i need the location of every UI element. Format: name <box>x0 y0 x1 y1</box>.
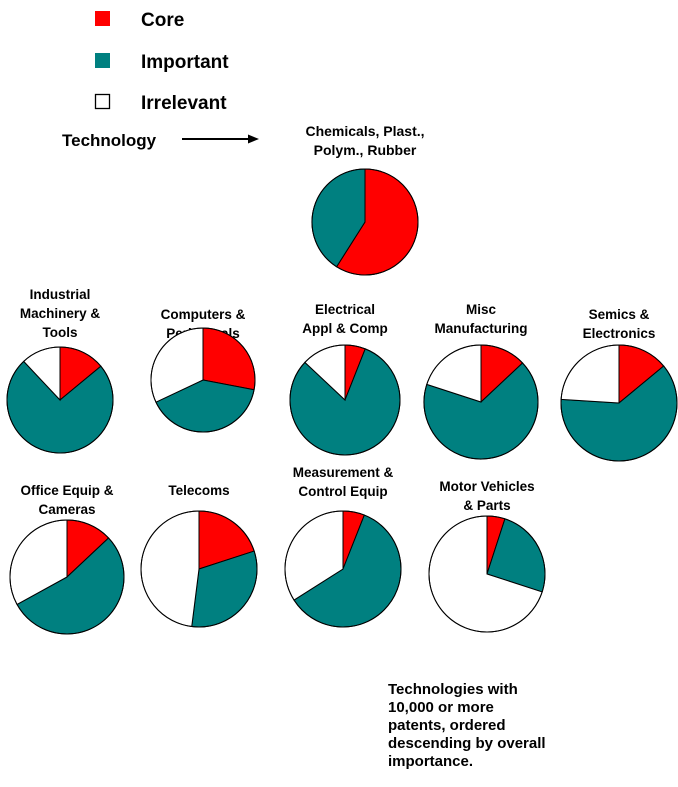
legend-swatch-important <box>95 53 110 68</box>
pie-title-line: Misc <box>466 302 497 317</box>
pie-outline <box>6 346 114 454</box>
pie-outline <box>423 344 539 460</box>
legend-label-irrelevant: Irrelevant <box>141 93 227 114</box>
pie-title-line: Electronics <box>583 326 656 341</box>
pie-title-line: Cameras <box>38 502 95 517</box>
pie-outline <box>560 344 678 462</box>
technology-arrow-head <box>248 134 259 144</box>
pie-outline <box>9 519 125 635</box>
pie-5: Misc Manufacturing <box>423 302 539 460</box>
pie-outline <box>284 510 402 628</box>
pie-title-line: & Parts <box>463 498 510 513</box>
pie-title-line: Electrical <box>315 302 375 317</box>
technology-label: Technology <box>62 131 157 150</box>
pie-10: Motor Vehicles & Parts <box>428 479 546 633</box>
pie-title-line: Appl & Comp <box>302 321 388 336</box>
pie-4: Electrical Appl & Comp <box>289 302 401 456</box>
legend: Core Important Irrelevant <box>94 10 229 114</box>
pie-3: Computers &Peripherals <box>150 307 256 433</box>
pie-slice-core <box>202 327 256 391</box>
legend-label-important: Important <box>141 52 229 73</box>
pie-8: Telecoms <box>140 483 258 628</box>
pie-slice-irrelevant <box>560 344 620 404</box>
pie-title-line: Motor Vehicles <box>439 479 534 494</box>
pie-7: Office Equip & Cameras <box>9 483 125 635</box>
pie-outline <box>289 344 401 456</box>
pie-2: Industrial Machinery & Tools <box>6 287 114 454</box>
footnote-line-3: patents, ordered <box>388 717 506 734</box>
pie-outline <box>140 510 258 628</box>
pie-6: Semics & Electronics <box>560 307 678 462</box>
footnote: Technologies with 10,000 or more patents… <box>388 681 546 770</box>
technology-annotation: Technology <box>62 131 259 150</box>
legend-item-irrelevant: Irrelevant <box>94 93 227 114</box>
pie-outline <box>150 327 256 433</box>
pie-slice-irrelevant <box>140 510 200 628</box>
pie-title-line: Machinery & <box>20 306 101 321</box>
pie-title-line: Office Equip & <box>20 483 113 498</box>
pie-title-line: Computers & <box>161 307 246 322</box>
legend-swatch-irrelevant <box>94 93 111 110</box>
footnote-line-4: descending by overall <box>388 735 546 752</box>
pie-outline <box>428 515 546 633</box>
legend-item-core: Core <box>95 10 184 31</box>
legend-swatch-core <box>95 11 110 26</box>
pie-title-line: Semics & <box>589 307 650 322</box>
pies-group: Chemicals, Plast., Polym., Rubber Industri… <box>6 123 678 635</box>
pie-title-line: Chemicals, Plast., <box>305 123 424 139</box>
pie-title-line: Industrial <box>30 287 91 302</box>
legend-label-core: Core <box>141 10 184 31</box>
pie-outline <box>311 168 419 276</box>
pie-title-line: Control Equip <box>298 484 387 499</box>
footnote-line-2: 10,000 or more <box>388 699 494 716</box>
pie-title-line: Manufacturing <box>435 321 528 336</box>
pie-title-line: Tools <box>43 325 78 340</box>
pie-1: Chemicals, Plast., Polym., Rubber <box>305 123 425 276</box>
pie-title-line: Polym., Rubber <box>314 142 417 158</box>
pie-title-line: Measurement & <box>293 465 394 480</box>
pie-title-line: Telecoms <box>168 483 229 498</box>
footnote-line-1: Technologies with <box>388 681 518 698</box>
pie-9: Measurement & Control Equip <box>284 465 402 628</box>
legend-item-important: Important <box>95 52 229 73</box>
footnote-line-5: importance. <box>388 753 473 770</box>
